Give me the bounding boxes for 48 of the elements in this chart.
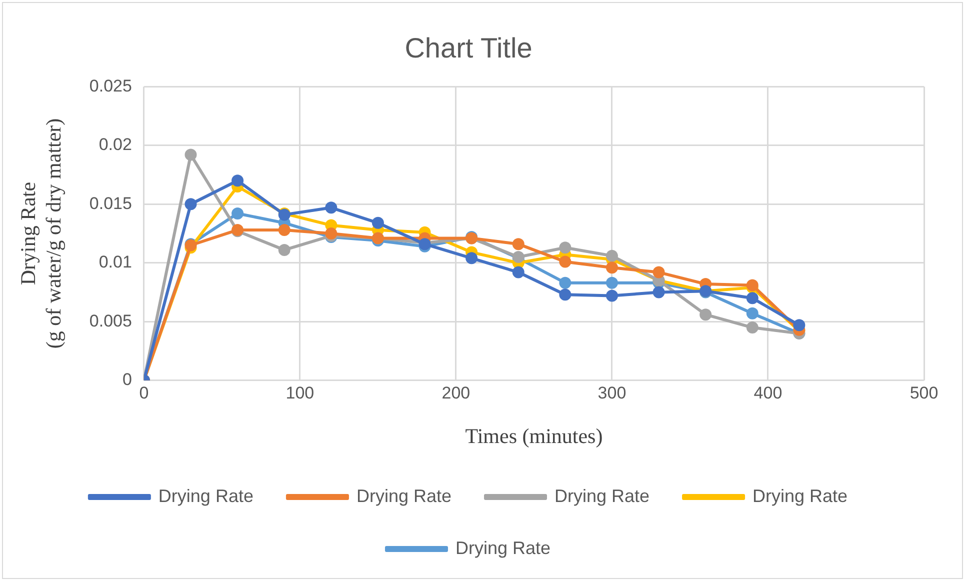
point: [606, 262, 618, 274]
point: [606, 276, 618, 289]
point: [700, 308, 712, 321]
point: [466, 252, 478, 264]
point: [652, 266, 665, 278]
point: [559, 242, 572, 254]
y-tick-label: 0.025: [89, 76, 132, 96]
point: [278, 224, 290, 236]
x-tick-label: 400: [754, 383, 782, 402]
point: [606, 290, 618, 302]
legend-label: Drying Rate: [752, 486, 848, 506]
legend-label: Drying Rate: [554, 486, 650, 506]
y-tick-label: 0.015: [89, 194, 132, 213]
point: [278, 244, 290, 256]
point: [512, 266, 524, 278]
x-tick-label: 200: [442, 383, 470, 402]
legend-label: Drying Rate: [455, 538, 551, 558]
point: [232, 174, 244, 187]
point: [325, 202, 338, 214]
point: [184, 148, 197, 161]
point: [652, 286, 665, 298]
y-axis-title: Drying Rate (g of water/g of dry matter): [16, 118, 66, 349]
x-axis-title: Times (minutes): [465, 424, 603, 448]
y-tick-label: 0.01: [98, 252, 132, 272]
point: [325, 228, 338, 240]
point: [512, 238, 524, 250]
point: [559, 256, 572, 268]
point: [746, 292, 758, 304]
x-tick-label: 100: [286, 383, 314, 402]
point: [184, 198, 197, 210]
y-tick-label: 0.005: [89, 311, 132, 330]
x-tick-label: 0: [139, 383, 149, 402]
point: [372, 216, 384, 229]
point: [746, 322, 758, 334]
point: [793, 319, 806, 332]
point: [559, 276, 572, 289]
point: [606, 250, 618, 262]
y-tick-label: 0.02: [98, 135, 132, 154]
y-tick-label: 0: [122, 370, 132, 390]
point: [746, 307, 758, 320]
point: [559, 288, 572, 301]
point: [746, 279, 758, 292]
x-tick-label: 300: [598, 383, 626, 402]
legend-label: Drying Rate: [356, 486, 452, 506]
legend-label: Drying Rate: [158, 486, 254, 506]
chart-title: Chart Title: [404, 32, 532, 64]
x-tick-label: 500: [910, 383, 938, 402]
point: [232, 208, 244, 220]
